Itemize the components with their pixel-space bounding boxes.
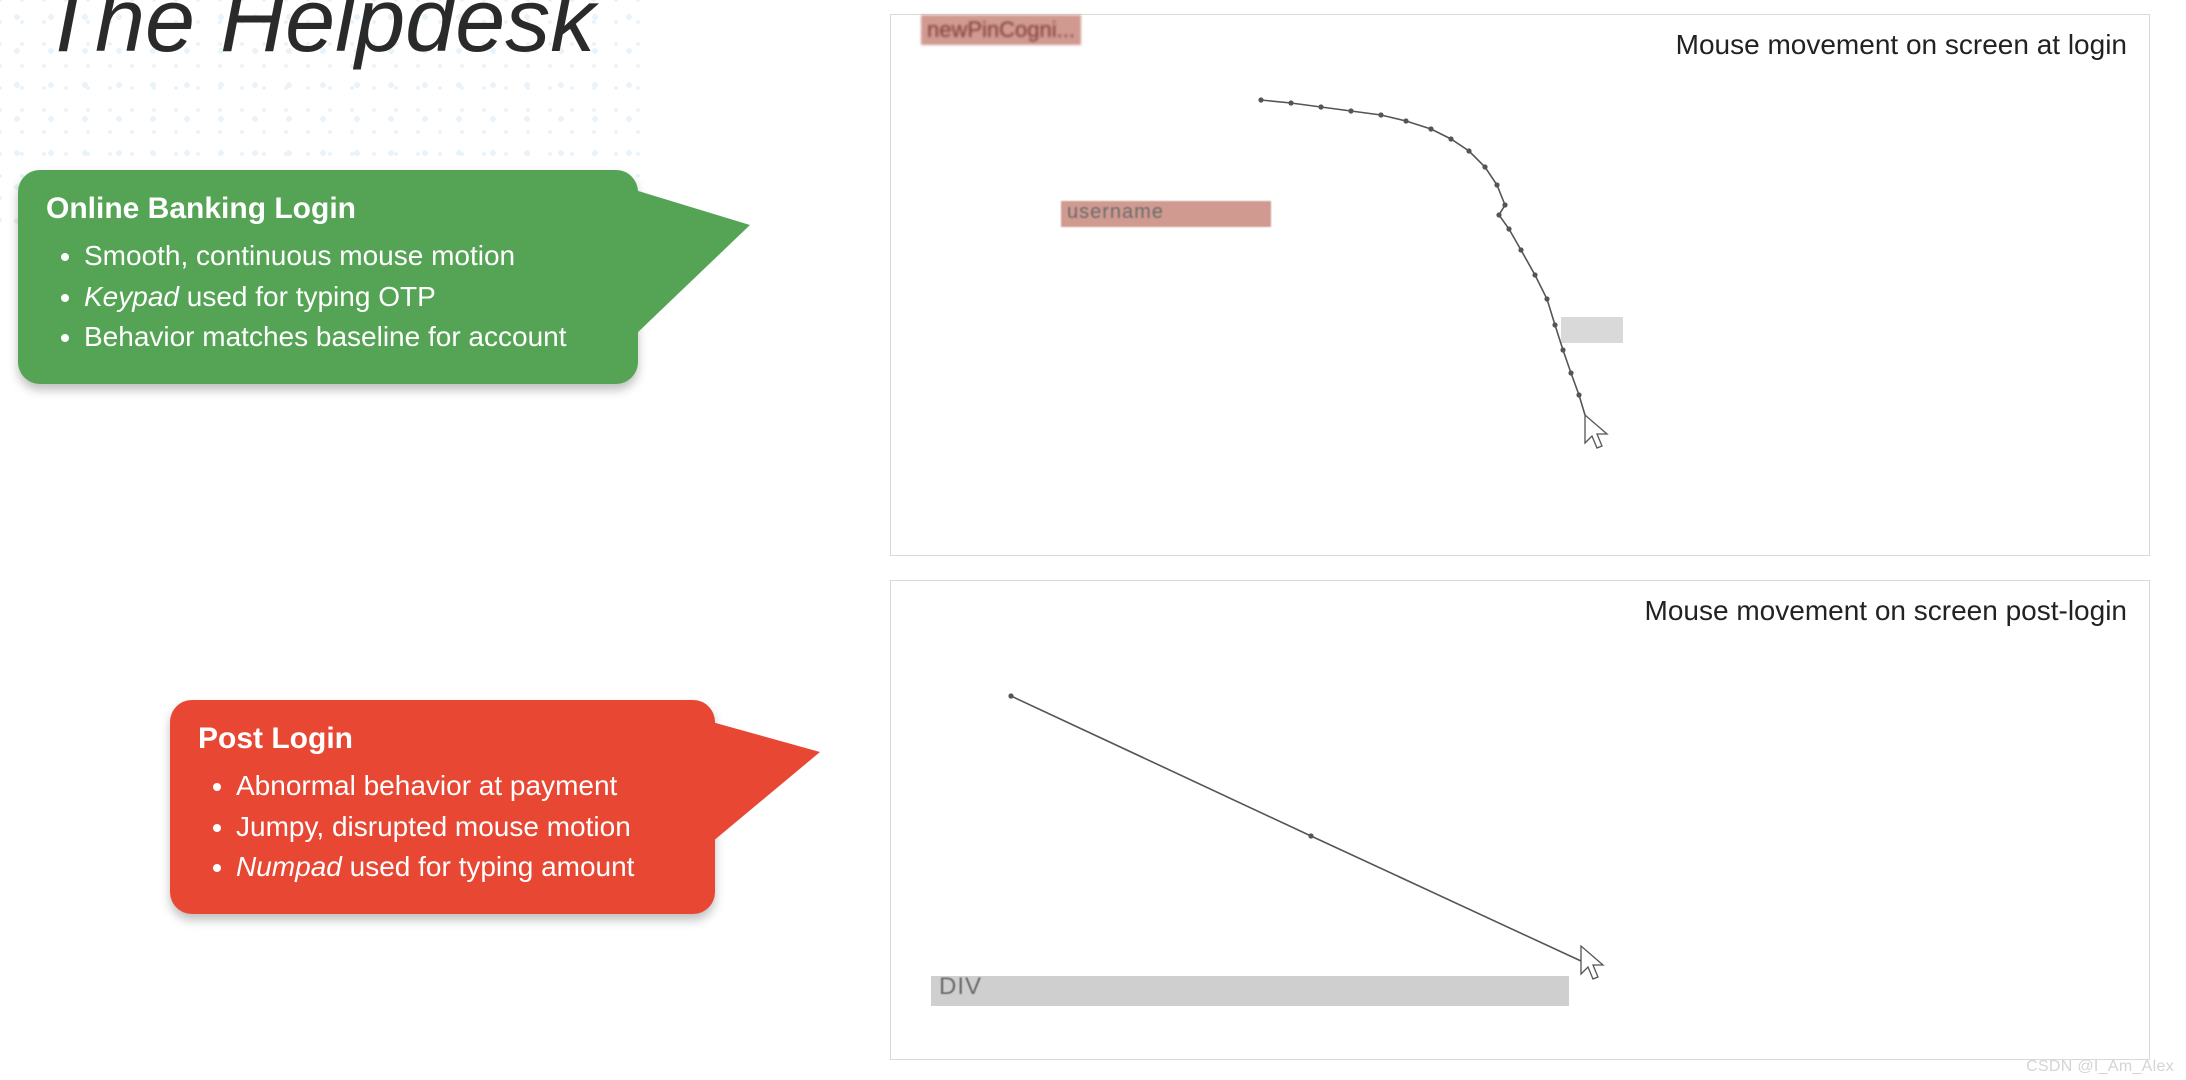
callout-title: Post Login [198,722,687,756]
callout-login: Online Banking Login Smooth, continuous … [18,170,638,384]
callout-tail [635,190,750,335]
watermark: CSDN @I_Am_Alex [2026,1058,2174,1076]
bullet: Abnormal behavior at payment [236,766,687,807]
callout-postlogin: Post Login Abnormal behavior at paymentJ… [170,700,715,914]
slide-title: The Helpdesk [40,0,595,73]
callout-title: Online Banking Login [46,192,610,226]
bullet: Keypad used for typing OTP [84,277,610,318]
callout-list: Smooth, continuous mouse motionKeypad us… [46,236,610,358]
bullet: Smooth, continuous mouse motion [84,236,610,277]
bullet: Jumpy, disrupted mouse motion [236,807,687,848]
cursor-icon [1581,946,1603,979]
cursor-icon [1585,415,1607,448]
panel-login-mouse: Mouse movement on screen at login newPin… [890,14,2150,556]
bullet: Behavior matches baseline for account [84,317,610,358]
mouse-path-svg [891,581,2151,1061]
bullet: Numpad used for typing amount [236,847,687,888]
callout-list: Abnormal behavior at paymentJumpy, disru… [198,766,687,888]
mouse-path-svg [891,15,2151,557]
callout-tail [712,722,820,842]
panel-postlogin-mouse: Mouse movement on screen post-login DIV [890,580,2150,1060]
